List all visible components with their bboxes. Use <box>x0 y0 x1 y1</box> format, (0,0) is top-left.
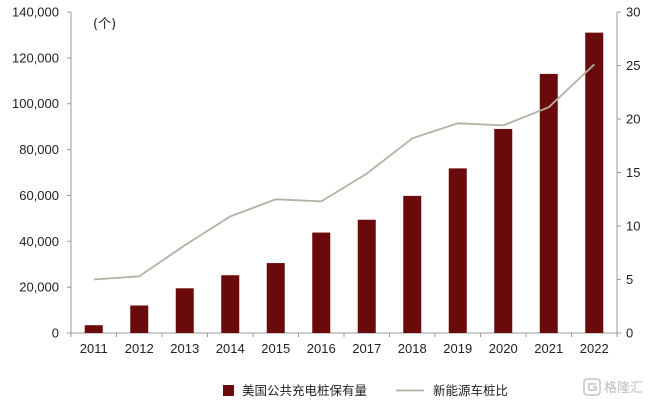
x-tick-label: 2015 <box>261 341 290 356</box>
watermark: 格隆汇 <box>583 378 643 396</box>
bar-2021 <box>539 73 558 334</box>
y-right-tick-label: 10 <box>626 219 640 234</box>
y-right-tick-label: 20 <box>626 112 640 127</box>
bars-group <box>84 32 604 334</box>
x-tick-label: 2021 <box>534 341 563 356</box>
y-left-tick-label: 20,000 <box>19 280 59 295</box>
y-right-tick-label: 15 <box>626 165 640 180</box>
y-right-tick-label: 5 <box>626 272 633 287</box>
bar-2011 <box>84 325 103 333</box>
y-left-tick-label: 0 <box>52 326 59 341</box>
watermark-text: 格隆汇 <box>604 380 643 396</box>
y-right-tick-label: 30 <box>626 5 640 20</box>
y-right-tick-label: 25 <box>626 58 640 73</box>
bar-2016 <box>312 232 331 333</box>
y-left-tick-label: 100,000 <box>12 96 59 111</box>
legend: 美国公共充电桩保有量 新能源车桩比 <box>223 383 508 398</box>
glh-logo-mark <box>588 383 597 391</box>
x-tick-label: 2014 <box>216 341 245 356</box>
legend-label-bar: 美国公共充电桩保有量 <box>242 383 367 398</box>
bar-2020 <box>494 128 513 333</box>
bar-2012 <box>130 305 149 333</box>
x-tick-label: 2011 <box>80 341 108 356</box>
glh-logo-frame <box>583 378 601 396</box>
legend-label-line: 新能源车桩比 <box>433 383 508 398</box>
bar-2015 <box>266 263 285 333</box>
bar-2019 <box>448 168 467 333</box>
bar-2014 <box>221 275 240 333</box>
axes-group: 0 20,000 40,000 60,000 80,000 100,000 120,000 1… <box>12 5 640 357</box>
bar-2017 <box>357 219 376 333</box>
x-tick-label: 2013 <box>170 341 199 356</box>
x-tick-label: 2019 <box>443 341 472 356</box>
x-tick-label: 2018 <box>398 341 427 356</box>
y-left-unit-label: (个) <box>93 17 116 32</box>
x-tick-label: 2017 <box>352 341 381 356</box>
x-tick-label: 2012 <box>125 341 154 356</box>
x-tick-label: 2020 <box>489 341 518 356</box>
legend-swatch-bar <box>223 385 234 396</box>
y-left-tick-label: 80,000 <box>19 142 59 157</box>
bar-2018 <box>403 195 422 333</box>
y-left-tick-label: 140,000 <box>12 5 59 20</box>
y-right-tick-label: 0 <box>626 326 633 341</box>
bar-2013 <box>175 288 194 333</box>
x-tick-label: 2022 <box>580 341 609 356</box>
y-left-tick-label: 120,000 <box>12 50 59 65</box>
x-tick-label: 2016 <box>307 341 336 356</box>
bar-2022 <box>585 32 604 334</box>
ratio-line <box>93 63 595 281</box>
glh-logo-icon <box>583 378 601 396</box>
line-group <box>93 63 595 281</box>
y-left-tick-label: 60,000 <box>19 188 59 203</box>
y-left-tick-label: 40,000 <box>19 234 59 249</box>
